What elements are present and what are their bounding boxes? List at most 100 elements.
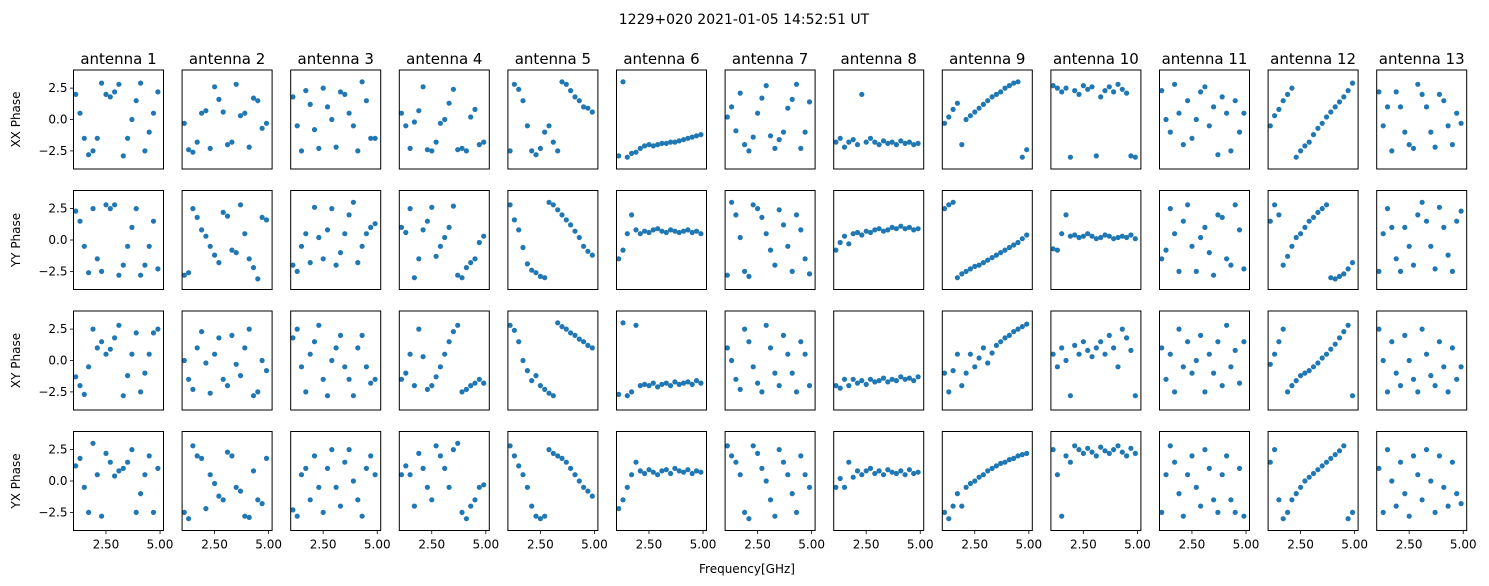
data-point: [511, 327, 517, 333]
data-point: [1019, 324, 1025, 330]
data-point: [442, 116, 448, 123]
data-point: [763, 231, 769, 237]
data-point: [1336, 273, 1343, 279]
axes-frame: [616, 310, 707, 411]
data-point: [585, 248, 591, 254]
data-point: [303, 231, 309, 237]
data-point: [963, 484, 969, 490]
axes-frame: [290, 310, 382, 411]
data-point: [624, 231, 630, 237]
data-point: [146, 129, 152, 135]
data-point: [1024, 450, 1030, 456]
data-point: [629, 389, 635, 395]
data-point: [1458, 501, 1464, 507]
data-point: [746, 516, 752, 522]
data-point: [1089, 233, 1095, 239]
data-point: [681, 380, 687, 386]
data-point: [780, 332, 787, 338]
data-point: [1106, 332, 1112, 338]
data-point: [893, 226, 900, 232]
data-point: [1406, 243, 1412, 249]
data-point: [859, 378, 865, 384]
data-point: [207, 243, 213, 249]
data-point: [793, 81, 800, 87]
data-point: [146, 453, 152, 459]
data-point: [1319, 206, 1325, 212]
data-point: [355, 148, 361, 154]
data-point: [1072, 88, 1078, 94]
data-point: [772, 262, 778, 268]
data-point: [1406, 142, 1412, 148]
data-point: [429, 497, 435, 503]
data-point: [324, 104, 331, 110]
data-point: [572, 94, 578, 100]
data-point: [1050, 246, 1056, 252]
data-point: [1336, 448, 1343, 454]
data-point: [1389, 224, 1395, 230]
data-point: [350, 199, 356, 205]
subplot-yy-phase-ant10: [1050, 190, 1142, 290]
data-point: [1119, 233, 1125, 239]
data-point: [1115, 81, 1121, 87]
data-point: [1389, 478, 1395, 484]
data-point: [1406, 357, 1412, 364]
data-point: [186, 376, 192, 382]
antenna-title: antenna 3: [298, 50, 374, 68]
data-point: [107, 346, 113, 352]
data-point: [125, 459, 131, 465]
data-point: [116, 322, 122, 328]
data-point: [785, 243, 791, 249]
data-point: [1376, 326, 1382, 332]
data-point: [1189, 243, 1195, 249]
data-point: [1410, 262, 1417, 268]
data-point: [589, 252, 595, 258]
data-point: [1384, 389, 1391, 395]
data-point: [77, 218, 83, 224]
data-point: [246, 326, 252, 332]
data-point: [1415, 212, 1421, 218]
data-point: [672, 228, 678, 234]
data-point: [507, 202, 513, 208]
data-point: [90, 440, 96, 446]
data-point: [1410, 145, 1417, 151]
data-point: [77, 455, 83, 461]
x-tick-label: 2.50: [93, 538, 120, 552]
subplot-yx-phase-ant4: 2.50 5.00: [398, 431, 499, 552]
data-point: [1015, 239, 1021, 246]
data-point: [1211, 497, 1217, 503]
data-point: [472, 497, 478, 503]
antenna-title: antenna 10: [1053, 50, 1139, 68]
data-point: [150, 330, 157, 336]
data-point: [442, 351, 448, 357]
data-point: [1298, 148, 1304, 154]
data-point: [1458, 120, 1464, 126]
data-point: [1349, 509, 1356, 515]
data-point: [181, 357, 187, 364]
data-point: [524, 368, 531, 374]
data-point: [1328, 275, 1334, 281]
data-point: [1428, 243, 1434, 249]
data-point: [985, 468, 991, 474]
data-point: [568, 465, 574, 471]
data-point: [1349, 80, 1356, 86]
data-point: [950, 199, 956, 205]
data-point: [1341, 443, 1347, 449]
data-point: [1272, 447, 1278, 453]
data-point: [237, 202, 244, 208]
data-point: [950, 106, 956, 112]
data-point: [650, 143, 656, 149]
data-point: [889, 469, 895, 475]
antenna-title: antenna 12: [1270, 50, 1356, 68]
data-point: [555, 453, 561, 459]
axes-frame: [941, 431, 1033, 531]
data-point: [1206, 465, 1212, 471]
data-point: [733, 459, 739, 465]
subplot-yy-phase-ant7: [724, 190, 816, 290]
axes-frame: [507, 310, 599, 411]
data-point: [1441, 224, 1447, 230]
data-point: [589, 493, 595, 499]
data-point: [589, 109, 595, 115]
data-point: [424, 484, 430, 490]
data-point: [1167, 206, 1173, 212]
data-point: [880, 138, 887, 144]
